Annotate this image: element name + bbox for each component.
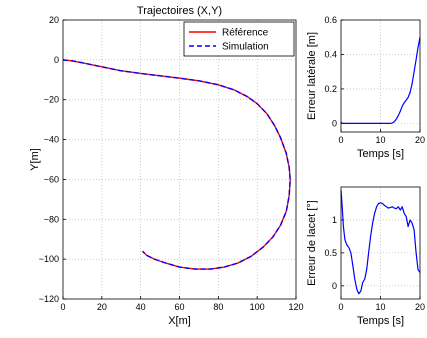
plot-area — [341, 20, 420, 132]
y-tick-label: −60 — [44, 174, 59, 184]
legend-label: Référence — [222, 28, 269, 39]
x-tick-label: 100 — [250, 302, 265, 312]
y-axis-label: Erreur de lacet [°] — [306, 200, 318, 286]
x-tick-label: 40 — [136, 302, 146, 312]
plot-frame — [62, 19, 297, 300]
series-line-simulation — [62, 59, 291, 270]
series-line-1 — [340, 37, 421, 125]
y-tick-label: 1 — [332, 215, 337, 225]
series-line-1 — [340, 190, 421, 295]
legend: Référence Simulation — [183, 21, 295, 57]
y-tick-label: −100 — [39, 254, 59, 264]
y-tick-label: 0.4 — [324, 49, 337, 59]
y-tick-label: 0 — [332, 281, 337, 291]
plot-area — [341, 187, 420, 299]
y-tick-label: 0 — [332, 118, 337, 128]
y-tick-label: −120 — [39, 294, 59, 304]
x-tick-label: 80 — [213, 302, 223, 312]
y-tick-label: 0.6 — [324, 15, 337, 25]
chart-2: 0 10 20 0.6 0.4 0.2 0 Temps [s] Erreur latérale … — [306, 15, 425, 160]
x-tick-label: 10 — [375, 302, 385, 312]
x-tick-label: 0 — [338, 302, 343, 312]
x-axis-label: X[m] — [168, 315, 191, 327]
legend-box — [183, 21, 295, 57]
x-axis-label: Temps [s] — [357, 148, 404, 160]
chart-3: 0 10 20 1 0.5 0 Temps [s] Erreur de lacet [°] — [306, 186, 425, 327]
x-tick-label: 60 — [174, 302, 184, 312]
y-tick-label: −40 — [44, 135, 59, 145]
y-axis-label: Y[m] — [29, 148, 41, 171]
y-tick-label: −20 — [44, 95, 59, 105]
y-tick-label: −80 — [44, 214, 59, 224]
x-tick-label: 10 — [375, 135, 385, 145]
x-axis-label: Temps [s] — [357, 315, 404, 327]
y-axis-label: Erreur latérale [m] — [306, 32, 318, 120]
y-tick-label: 0.5 — [324, 248, 337, 258]
plot-frame — [340, 186, 421, 300]
x-tick-label: 20 — [97, 302, 107, 312]
x-tick-label: 120 — [288, 302, 303, 312]
y-tick-label: 0 — [54, 55, 59, 65]
plot-frame — [340, 19, 421, 133]
y-tick-label: 0.2 — [324, 84, 337, 94]
legend-label: Simulation — [222, 42, 269, 53]
y-tick-label: 20 — [49, 15, 59, 25]
x-tick-label: 0 — [338, 135, 343, 145]
x-tick-label: 0 — [60, 302, 65, 312]
x-tick-label: 20 — [415, 135, 425, 145]
chart-1: 0 20 40 60 80 100 120 20 0 −20 −40 −60 −80 −100 −120 Tr… — [29, 5, 304, 327]
x-tick-label: 20 — [415, 302, 425, 312]
chart-title: Trajectoires (X,Y) — [137, 5, 222, 17]
